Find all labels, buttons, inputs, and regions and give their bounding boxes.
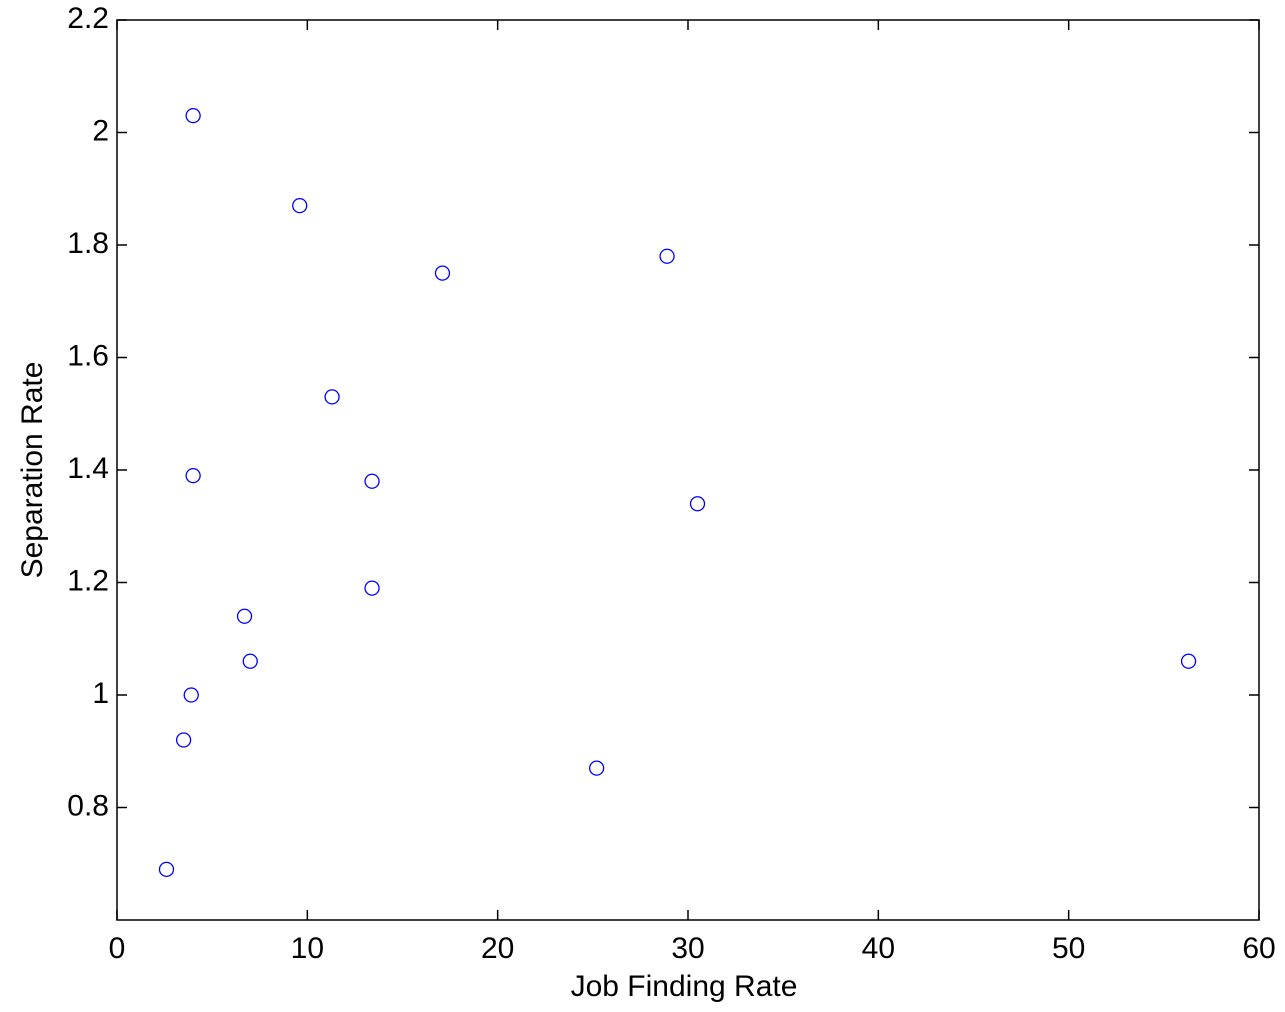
point [185,107,201,124]
point [236,608,253,624]
x-tick-label: 50 [1052,932,1085,965]
point [364,580,380,596]
point [175,732,192,748]
point [158,861,175,878]
plot-frame [116,19,1260,921]
y-tick-label: 1.6 [67,339,109,372]
point [292,197,308,214]
point [1180,653,1197,669]
x-tick-label: 0 [109,932,126,965]
y-tick-label: 1.8 [67,227,109,260]
y-tick-label: 0.8 [67,789,109,822]
point [588,760,605,776]
y-axis-label: Separation Rate [16,362,49,579]
y-tick-label: 1.2 [67,564,109,597]
y-tick-label: 1.4 [67,452,109,485]
point [185,467,201,484]
y-tick-label: 1 [92,677,109,710]
y-tick-label: 2 [92,114,109,147]
point [689,496,706,512]
point [183,687,199,703]
x-tick-label: 30 [671,932,704,965]
point [242,653,258,669]
x-tick-label: 20 [481,932,514,965]
x-axis-label: Job Finding Rate [571,970,798,1003]
point [659,248,675,264]
x-tick-label: 10 [291,932,324,965]
point [324,389,340,405]
y-tick-label: 2.2 [67,2,109,35]
x-tick-label: 40 [862,932,895,965]
point [364,473,380,489]
x-tick-label: 60 [1242,932,1275,965]
point [434,265,451,281]
